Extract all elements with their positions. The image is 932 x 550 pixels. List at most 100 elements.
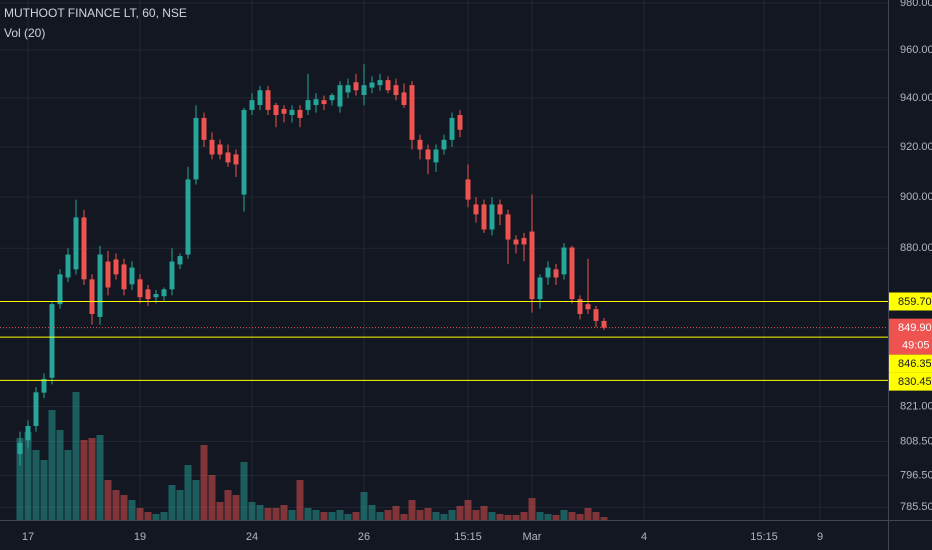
x-tick-label: 4 — [641, 531, 647, 543]
candle-body — [153, 294, 159, 298]
candle-body — [225, 152, 231, 163]
candle-body — [97, 254, 103, 317]
volume-bar — [136, 508, 144, 520]
y-tick-label: 920.00 — [900, 141, 932, 153]
candle-body — [465, 179, 471, 200]
candle-body — [241, 109, 247, 195]
levels — [0, 300, 888, 381]
candle-body — [161, 289, 167, 297]
candle-body — [249, 100, 255, 110]
current-price-label: 849.90 — [898, 322, 932, 334]
candle-body — [33, 392, 39, 426]
candle-body — [185, 179, 191, 255]
volume-legend: Vol (20) — [4, 26, 45, 40]
volume-bar — [280, 505, 288, 520]
candle-body — [569, 247, 575, 300]
volume-bar — [208, 475, 216, 520]
volume-bar — [288, 510, 296, 520]
volume-bar — [352, 512, 360, 520]
volume-bar — [200, 445, 208, 520]
volume-bar — [32, 450, 40, 520]
candle-body — [401, 92, 407, 106]
volume-bar — [360, 492, 368, 520]
volume-bar — [336, 510, 344, 520]
volume-bar — [296, 480, 304, 520]
candles — [17, 64, 607, 466]
volume-bar — [568, 512, 576, 520]
candle-body — [489, 204, 495, 230]
volume-bar — [472, 510, 480, 520]
volume-bar — [368, 505, 376, 520]
candle-body — [25, 425, 31, 441]
candle-body — [449, 117, 455, 140]
candle-body — [537, 277, 543, 300]
volume-bar — [520, 512, 528, 520]
volume-bar — [248, 502, 256, 520]
level-label: 830.45 — [898, 376, 932, 388]
candle-body — [193, 117, 199, 180]
candle-body — [17, 442, 23, 455]
volume-bar — [424, 508, 432, 520]
candle-body — [57, 274, 63, 305]
candle-body — [385, 80, 391, 91]
candle-body — [201, 117, 207, 140]
x-tick-label: 26 — [358, 531, 370, 543]
volume-bar — [488, 512, 496, 520]
volume-bar — [480, 506, 488, 520]
candle-body — [441, 139, 447, 150]
level-label-box — [889, 372, 932, 391]
candle-body — [361, 85, 367, 96]
volume-bar — [112, 490, 120, 520]
volume-bar — [272, 508, 280, 520]
volume-bar — [80, 440, 88, 520]
candle-body — [529, 231, 535, 300]
candle-body — [505, 214, 511, 240]
candle-body — [521, 237, 527, 245]
volume-bar — [400, 514, 408, 520]
volume-bar — [320, 512, 328, 520]
volume-bar — [584, 508, 592, 520]
current-price-box — [889, 318, 932, 355]
volume-bar — [144, 512, 152, 520]
volume-bar — [456, 506, 464, 520]
volume-bar — [504, 515, 512, 520]
candle-body — [265, 90, 271, 110]
volume-bar — [376, 512, 384, 520]
candle-body — [545, 267, 551, 278]
candle-body — [137, 279, 143, 298]
volume-bar — [40, 460, 48, 520]
level-label-box — [889, 354, 932, 373]
volume-bar — [304, 508, 312, 520]
candle-body — [409, 85, 415, 140]
volume-bar — [56, 430, 64, 520]
candle-body — [169, 261, 175, 290]
candle-body — [41, 378, 47, 393]
volume-bar — [312, 510, 320, 520]
volume-bar — [512, 515, 520, 520]
x-tick-label: 15:15 — [750, 531, 778, 543]
candle-body — [481, 204, 487, 230]
candle-body — [601, 320, 607, 328]
candle-body — [49, 304, 55, 378]
candle-body — [585, 304, 591, 310]
volume-bar — [48, 410, 56, 520]
axes: 980.00 960.00 940.00 920.00 900.00 880.00 821.… — [22, 0, 932, 543]
volume-bar — [496, 514, 504, 520]
candle-body — [345, 85, 351, 93]
candle-body — [233, 154, 239, 165]
volume-bar — [16, 438, 24, 520]
candle-body — [513, 239, 519, 245]
volume-bar — [384, 510, 392, 520]
candle-body — [145, 289, 151, 300]
candle-body — [577, 299, 583, 314]
candle-body — [273, 105, 279, 116]
candle-body — [457, 115, 463, 130]
level-label: 859.70 — [898, 296, 932, 308]
volume-bar — [160, 512, 168, 520]
candle-body — [129, 267, 135, 285]
candle-body — [313, 99, 319, 106]
volume-bar — [232, 495, 240, 520]
volume-bar — [240, 462, 248, 520]
candle-body — [321, 100, 327, 105]
y-tick-label: 880.00 — [900, 242, 932, 254]
